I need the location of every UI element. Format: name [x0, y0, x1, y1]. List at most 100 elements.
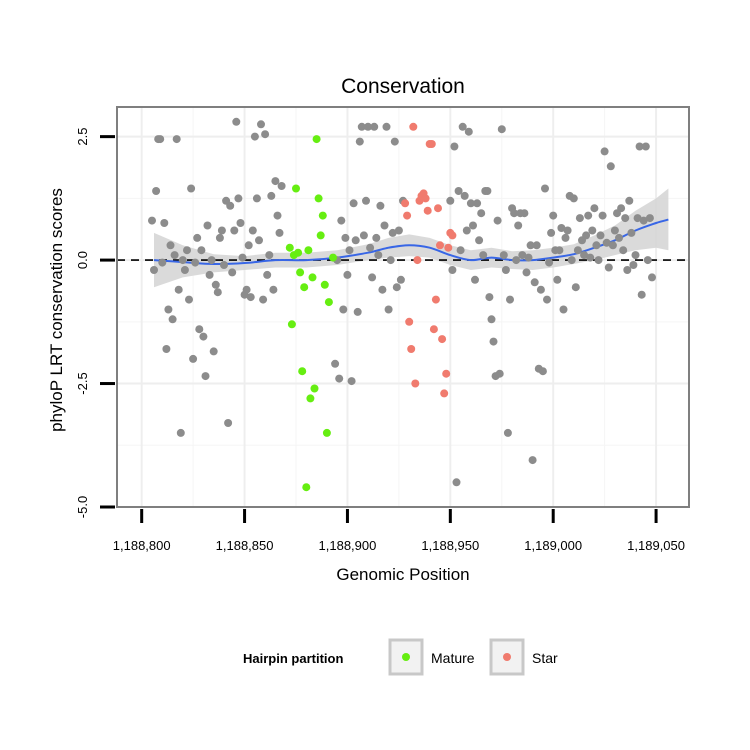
data-point-other — [275, 228, 284, 237]
data-point-other — [236, 219, 245, 227]
data-point-other — [207, 256, 216, 265]
data-point-other — [162, 345, 171, 353]
data-point-other — [191, 258, 200, 267]
data-point-other — [185, 295, 193, 304]
y-tick-label: 0.0 — [75, 251, 90, 269]
data-point-other — [512, 256, 521, 265]
data-point-other — [615, 233, 623, 242]
data-point-other — [269, 285, 278, 294]
data-point-other — [514, 221, 523, 230]
data-point-other — [584, 211, 593, 220]
data-point-other — [469, 221, 477, 230]
data-point-other — [366, 243, 375, 252]
data-point-other — [495, 369, 504, 378]
data-point-other — [606, 162, 615, 171]
data-point-mature — [312, 135, 321, 144]
x-axis-title: Genomic Position — [336, 565, 469, 584]
data-point-other — [501, 266, 510, 274]
data-point-other — [263, 270, 272, 279]
data-point-other — [541, 184, 549, 193]
data-point-other — [547, 228, 556, 237]
legend-label-mature: Mature — [431, 650, 475, 666]
x-tick-label: 1,189,050 — [627, 538, 685, 553]
data-point-other — [213, 288, 222, 297]
data-point-mature — [304, 246, 313, 255]
data-point-other — [623, 266, 632, 274]
data-point-other — [271, 177, 280, 186]
data-point-other — [368, 273, 377, 282]
data-point-other — [166, 241, 175, 250]
data-point-other — [220, 261, 228, 269]
data-point-mature — [287, 320, 296, 329]
data-point-other — [215, 233, 224, 242]
data-point-other — [238, 253, 247, 262]
data-point-other — [362, 196, 370, 205]
data-point-other — [567, 256, 576, 265]
legend-title: Hairpin partition — [243, 651, 343, 666]
data-point-other — [475, 236, 484, 245]
data-point-mature — [306, 394, 315, 403]
data-point-other — [364, 122, 372, 131]
data-point-other — [596, 231, 605, 240]
data-point-star — [427, 140, 436, 148]
data-point-other — [536, 285, 545, 294]
y-axis: -5.0 -2.5 0.0 2.5 — [75, 128, 115, 518]
data-point-mature — [302, 483, 311, 492]
chart-title: Conservation — [341, 75, 465, 98]
data-point-mature — [300, 283, 309, 292]
data-point-mature — [322, 428, 331, 437]
data-point-other — [489, 337, 498, 346]
data-point-other — [458, 122, 467, 131]
data-point-other — [538, 367, 547, 376]
data-point-other — [499, 251, 508, 260]
data-point-other — [530, 278, 539, 287]
data-point-other — [503, 428, 512, 437]
data-point-other — [561, 233, 570, 242]
data-point-star — [409, 122, 418, 131]
data-point-mature — [292, 184, 300, 193]
data-point-other — [643, 256, 652, 265]
data-point-star — [444, 243, 453, 252]
data-point-other — [261, 130, 270, 139]
data-point-other — [160, 219, 169, 227]
plot-panel — [116, 106, 690, 508]
data-point-other — [549, 211, 558, 220]
data-point-star — [423, 206, 432, 215]
data-point-other — [641, 142, 650, 151]
data-point-other — [485, 293, 494, 302]
legend: Hairpin partition Mature Star — [243, 638, 558, 676]
data-point-other — [580, 251, 589, 260]
data-point-other — [477, 209, 486, 218]
plot-area — [116, 106, 690, 508]
data-point-other — [148, 216, 156, 225]
data-point-other — [571, 283, 580, 292]
data-point-other — [246, 293, 255, 302]
x-axis: 1,188,800 1,188,850 1,188,900 1,188,950 1,18… — [113, 509, 685, 553]
data-point-other — [629, 261, 638, 269]
data-point-other — [627, 228, 636, 237]
data-point-other — [386, 256, 395, 265]
data-point-other — [390, 137, 399, 146]
data-point-other — [575, 214, 584, 223]
data-point-other — [635, 142, 644, 151]
data-point-other — [178, 256, 187, 265]
data-point-other — [250, 132, 259, 141]
data-point-other — [230, 226, 239, 235]
data-point-other — [380, 221, 389, 230]
data-point-star — [411, 379, 420, 388]
data-point-other — [164, 305, 173, 314]
data-point-other — [378, 285, 387, 294]
x-tick-label: 1,188,800 — [113, 538, 171, 553]
data-point-other — [394, 226, 403, 235]
data-point-other — [528, 456, 537, 465]
data-point-other — [255, 236, 263, 245]
data-point-other — [543, 295, 551, 304]
data-point-other — [351, 236, 360, 245]
data-point-mature — [296, 268, 305, 277]
data-point-star — [431, 295, 440, 304]
data-point-other — [396, 275, 405, 284]
data-point-mature — [310, 384, 319, 393]
data-point-other — [573, 246, 582, 255]
y-tick-label: -2.5 — [75, 372, 90, 394]
data-point-other — [193, 233, 202, 242]
